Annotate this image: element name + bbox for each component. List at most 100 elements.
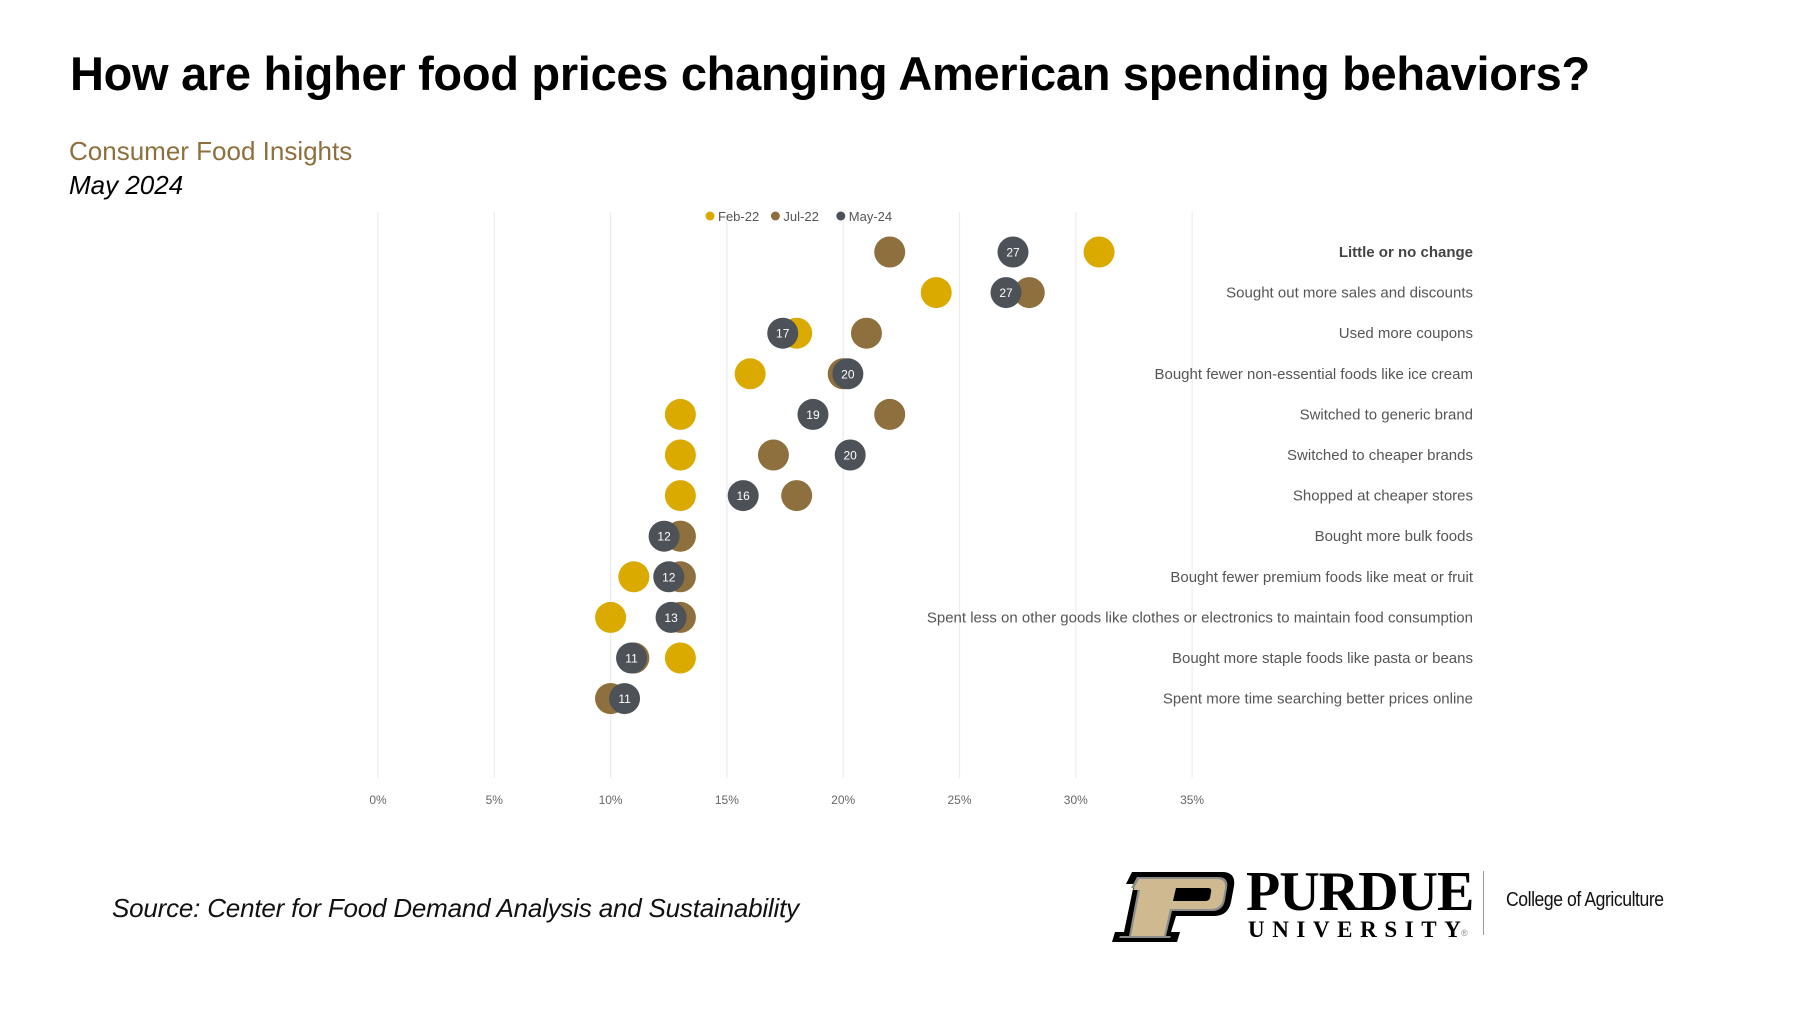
x-tick-label: 0% <box>369 793 387 807</box>
data-point-feb-22 <box>734 358 766 390</box>
data-point-feb-22 <box>664 398 696 430</box>
data-point-feb-22 <box>595 601 627 633</box>
data-label: 12 <box>657 530 671 544</box>
source-note: Source: Center for Food Demand Analysis … <box>112 893 799 923</box>
data-point-may-24: 17 <box>767 317 799 349</box>
data-point-jul-22 <box>781 480 813 512</box>
dot <box>1083 236 1115 268</box>
dot <box>767 317 799 349</box>
data-point-jul-22 <box>874 398 906 430</box>
data-point-jul-22 <box>1013 277 1045 309</box>
data-point-may-24: 13 <box>655 601 687 633</box>
dot <box>664 398 696 430</box>
legend-marker <box>705 211 715 221</box>
data-point-feb-22 <box>664 439 696 471</box>
data-point-may-24: 20 <box>834 439 866 471</box>
dot <box>664 480 696 512</box>
category-labels: Little or no change Sought out more sales… <box>927 244 1474 708</box>
report-date: May 2024 <box>69 170 184 200</box>
college-name: College of Agriculture <box>1506 889 1664 911</box>
data-point-feb-22 <box>664 642 696 674</box>
data-point-may-24: 20 <box>832 358 864 390</box>
data-point-jul-22 <box>874 236 906 268</box>
dot-plot-chart: 0% 5% 10% 15% 20% 25% 30% 35% Feb-22 Jul-22 May-2… <box>369 209 1474 807</box>
dot <box>874 398 906 430</box>
dot <box>797 398 829 430</box>
data-label: 11 <box>625 652 638 666</box>
dot <box>727 480 759 512</box>
data-point-feb-22 <box>664 480 696 512</box>
category-label: Switched to cheaper brands <box>1287 447 1473 464</box>
x-tick-label: 15% <box>715 793 739 807</box>
page-title: How are higher food prices changing Amer… <box>70 47 1590 100</box>
data-label: 17 <box>776 327 790 341</box>
data-point-may-24: 12 <box>648 520 680 552</box>
purdue-p-logo-icon <box>1112 872 1235 942</box>
data-label: 20 <box>843 449 857 463</box>
dot <box>874 236 906 268</box>
dot <box>990 277 1022 309</box>
data-point-may-24: 27 <box>990 277 1022 309</box>
registered-mark: ® <box>1461 928 1468 938</box>
data-label: 27 <box>1006 246 1020 260</box>
dot <box>664 439 696 471</box>
dot <box>757 439 789 471</box>
dot <box>653 561 685 593</box>
data-point-jul-22 <box>850 317 882 349</box>
data-label: 11 <box>618 692 631 706</box>
dot <box>850 317 882 349</box>
data-label: 16 <box>737 489 751 503</box>
category-label: Bought fewer premium foods like meat or … <box>1170 569 1473 586</box>
dot <box>618 561 650 593</box>
x-tick-label: 25% <box>947 793 971 807</box>
category-label: Switched to generic brand <box>1300 406 1473 423</box>
purdue-wordmark: PURDUE <box>1246 861 1474 923</box>
data-point-feb-22 <box>1083 236 1115 268</box>
dot <box>781 480 813 512</box>
category-label: Bought more staple foods like pasta or b… <box>1172 650 1473 667</box>
data-label: 13 <box>664 611 678 625</box>
data-point-jul-22 <box>757 439 789 471</box>
x-tick-label: 30% <box>1064 793 1088 807</box>
data-label: 12 <box>662 570 676 584</box>
data-point-feb-22 <box>618 561 650 593</box>
dot <box>648 520 680 552</box>
category-label: Spent less on other goods like clothes o… <box>927 609 1473 626</box>
legend-label: May-24 <box>849 209 892 224</box>
x-axis-tick-labels: 0% 5% 10% 15% 20% 25% 30% 35% <box>369 793 1204 807</box>
dot <box>920 277 952 309</box>
dot <box>655 601 687 633</box>
dot <box>834 439 866 471</box>
category-label: Bought more bulk foods <box>1315 528 1473 545</box>
data-label: 20 <box>841 367 855 381</box>
data-point-may-24: 27 <box>997 236 1029 268</box>
data-point-may-24: 16 <box>727 480 759 512</box>
subtitle: Consumer Food Insights <box>69 136 353 166</box>
legend-label: Jul-22 <box>783 209 818 224</box>
category-label: Bought fewer non-essential foods like ic… <box>1154 366 1473 383</box>
dot <box>595 601 627 633</box>
x-tick-label: 35% <box>1180 793 1204 807</box>
university-wordmark: UNIVERSITY <box>1248 917 1469 942</box>
category-label: Used more coupons <box>1339 325 1473 342</box>
dot <box>997 236 1029 268</box>
legend-label: Feb-22 <box>718 209 759 224</box>
category-label: Little or no change <box>1339 244 1473 261</box>
category-label: Spent more time searching better prices … <box>1163 691 1473 708</box>
category-label: Shopped at cheaper stores <box>1293 488 1473 505</box>
data-label: 19 <box>806 408 820 422</box>
dot <box>1013 277 1045 309</box>
x-tick-label: 10% <box>599 793 623 807</box>
x-tick-label: 5% <box>486 793 504 807</box>
dot <box>832 358 864 390</box>
legend-marker <box>770 211 780 221</box>
data-point-may-24: 11 <box>616 642 648 674</box>
logo-divider <box>1483 871 1484 935</box>
logo-fill <box>1122 879 1226 936</box>
data-points: 27 27 17 20 19 20 16 12 12 13 11 11 <box>595 236 1115 715</box>
data-point-may-24: 11 <box>609 683 641 715</box>
data-point-may-24: 19 <box>797 398 829 430</box>
dot <box>734 358 766 390</box>
legend-marker <box>836 211 846 221</box>
dot <box>664 642 696 674</box>
